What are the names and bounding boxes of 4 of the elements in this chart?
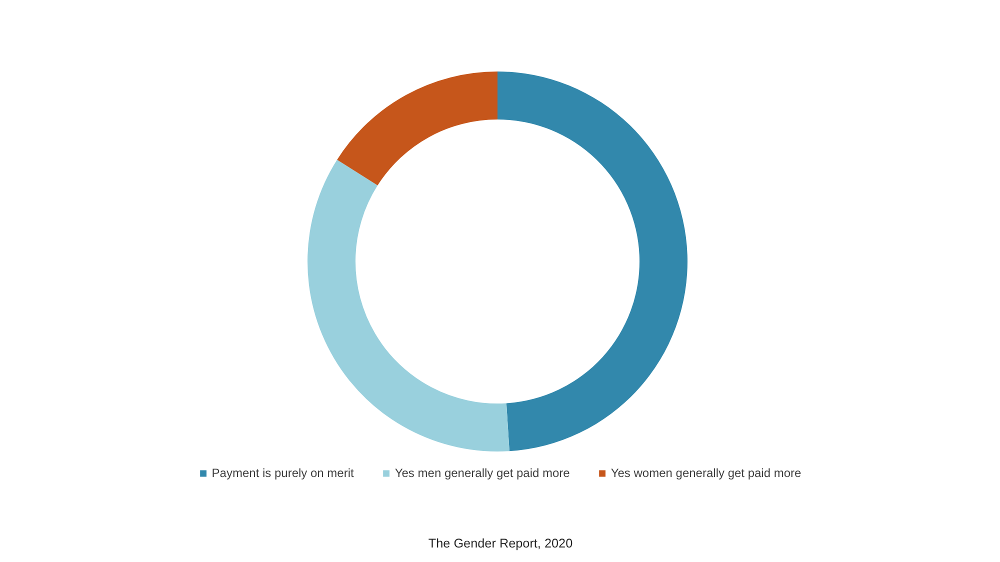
- text: The Gender Report, 2020: [428, 536, 573, 550]
- legend-label: Yes women generally get paid more: [610, 466, 802, 480]
- legend-label: Yes men generally get paid more: [394, 466, 570, 480]
- legend-label: Payment is purely on merit: [212, 466, 354, 480]
